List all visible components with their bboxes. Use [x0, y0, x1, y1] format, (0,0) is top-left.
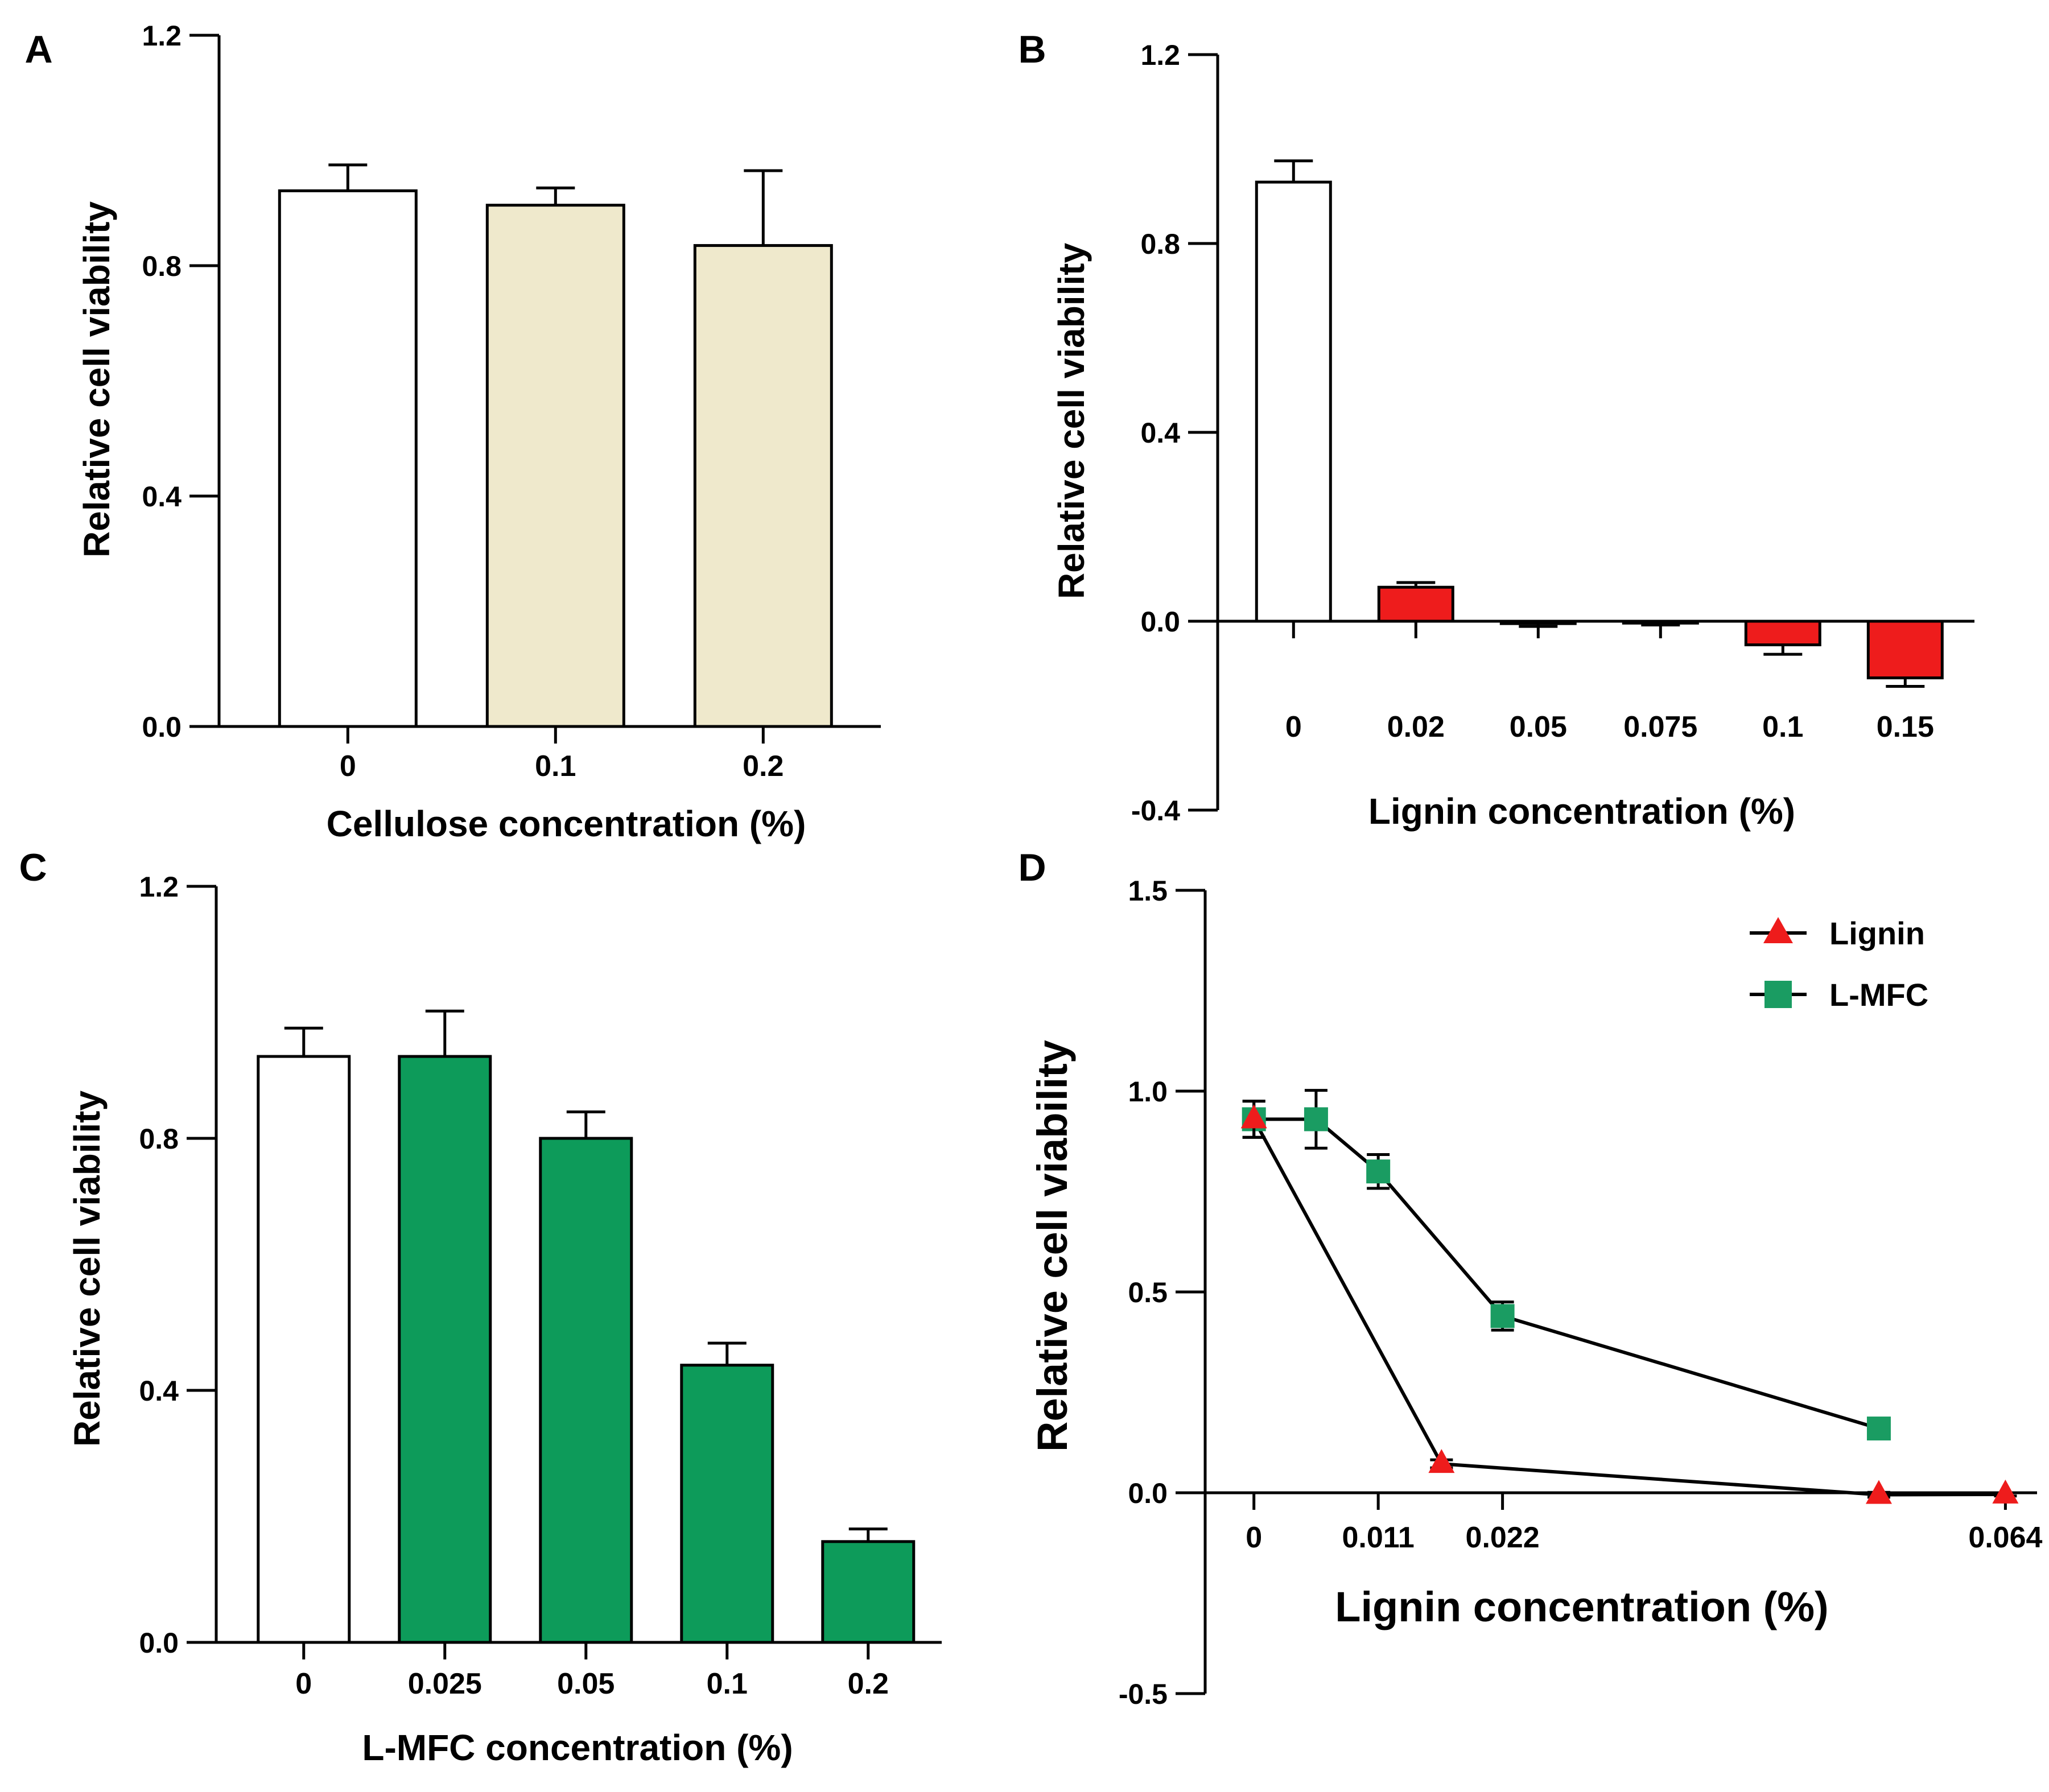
series-line-lignin — [1252, 1118, 2006, 1497]
y-tick-label: 1.5 — [1128, 875, 1168, 907]
legend-marker-lignin — [1763, 917, 1793, 943]
x-axis-title: Cellulose concentration (%) — [327, 803, 806, 844]
bar — [821, 1540, 916, 1644]
bar — [257, 1055, 351, 1644]
data-point-lmfc — [1490, 1304, 1515, 1328]
x-tick-label: 0.02 — [1387, 711, 1445, 744]
data-point-lignin — [1865, 1480, 1892, 1504]
x-tick-label: 0.1 — [707, 1667, 748, 1700]
series-line-l-mfc — [1254, 1117, 1879, 1430]
x-axis-title: Lignin concentration (%) — [1335, 1583, 1828, 1630]
legend-label: Lignin — [1829, 915, 1925, 951]
data-point-lignin — [1992, 1479, 2019, 1504]
x-tick-label: 0.1 — [535, 750, 576, 783]
bar — [1377, 585, 1454, 623]
y-tick-label: -0.5 — [1119, 1678, 1168, 1710]
x-axis-title: L-MFC concentration (%) — [362, 1727, 793, 1768]
y-axis-title: Relative cell viability — [76, 201, 117, 558]
y-tick-label: 0.5 — [1128, 1277, 1168, 1308]
y-tick-label: 0.8 — [139, 1123, 179, 1155]
x-tick-label: 0.075 — [1623, 711, 1697, 744]
panel-label-b: B — [1018, 28, 1046, 71]
y-tick-label: 0.4 — [1140, 417, 1180, 449]
y-tick-label: 1.0 — [1128, 1076, 1168, 1108]
bar — [1622, 620, 1699, 625]
panel-b-lignin-chart: -0.4 0.0 0.4 0.8 1.2 0 0.02 0.05 0.075 0.1 0.15 Lig… — [1051, 39, 1974, 832]
x-tick-label: 0.2 — [848, 1667, 889, 1700]
x-tick-label: 0.022 — [1466, 1521, 1540, 1554]
x-tick-label: 0 — [340, 750, 356, 783]
panel-c-lmfc-chart: 0.0 0.4 0.8 1.2 0 0.025 0.05 0.1 0.2 L-MFC concen… — [67, 871, 942, 1768]
bar — [1255, 180, 1332, 623]
y-tick-label: 0.8 — [1140, 228, 1180, 260]
y-tick-label: 0.4 — [142, 481, 182, 513]
bar — [1744, 620, 1821, 646]
x-tick-label: 0.05 — [1510, 711, 1567, 744]
bar — [1499, 620, 1577, 625]
data-point-lignin — [1428, 1449, 1455, 1473]
panel-a-cellulose-chart: 0.0 0.4 0.8 1.2 0 0.1 0.2 Cellulose concentrati… — [76, 20, 881, 844]
x-tick-label: 0 — [1246, 1521, 1262, 1554]
x-tick-label: 0.064 — [1968, 1521, 2042, 1554]
panel-label-d: D — [1018, 846, 1046, 889]
y-axis-title: Relative cell viability — [1029, 1040, 1076, 1452]
bar — [278, 189, 418, 728]
data-point-lmfc — [1304, 1107, 1328, 1132]
x-tick-label: 0 — [1285, 711, 1302, 744]
legend-label: L-MFC — [1829, 977, 1928, 1013]
y-axis-title: Relative cell viability — [1051, 243, 1092, 600]
y-tick-label: 0.4 — [139, 1375, 179, 1407]
x-tick-label: 0 — [295, 1667, 312, 1700]
y-tick-label: 1.2 — [1140, 39, 1180, 71]
data-point-lignin — [1240, 1104, 1267, 1129]
y-tick-label: 0.0 — [1128, 1477, 1168, 1509]
x-tick-label: 0.025 — [408, 1667, 482, 1700]
x-tick-label: 0.011 — [1342, 1521, 1415, 1554]
panel-label-c: C — [19, 846, 47, 889]
y-tick-label: 0.8 — [142, 250, 182, 282]
y-tick-label: 0.0 — [1140, 606, 1180, 638]
legend-marker-lmfc — [1764, 981, 1792, 1008]
x-tick-label: 0.2 — [743, 750, 784, 783]
panel-label-a: A — [24, 28, 52, 71]
y-tick-label: -0.4 — [1131, 795, 1180, 827]
bar — [485, 204, 625, 728]
x-tick-label: 0.1 — [1762, 711, 1803, 744]
bar — [1866, 620, 1944, 680]
bar — [680, 1364, 774, 1644]
y-axis-title: Relative cell viability — [67, 1091, 108, 1447]
bar — [539, 1137, 633, 1644]
y-tick-label: 0.0 — [142, 711, 182, 743]
x-axis-title: Lignin concentration (%) — [1368, 791, 1795, 832]
y-tick-label: 1.2 — [139, 871, 179, 903]
data-point-lmfc — [1866, 1417, 1891, 1441]
bar — [693, 244, 833, 728]
data-point-lmfc — [1366, 1159, 1391, 1184]
bar — [398, 1055, 492, 1644]
x-tick-label: 0.15 — [1877, 711, 1934, 744]
panel-d-line-chart: -0.5 0.0 0.5 1.0 1.5 0 0.011 0.022 0.064 Lignin L-… — [1029, 875, 2043, 1710]
y-tick-label: 0.0 — [139, 1627, 179, 1659]
y-tick-label: 1.2 — [142, 20, 182, 52]
x-tick-label: 0.05 — [557, 1667, 615, 1700]
